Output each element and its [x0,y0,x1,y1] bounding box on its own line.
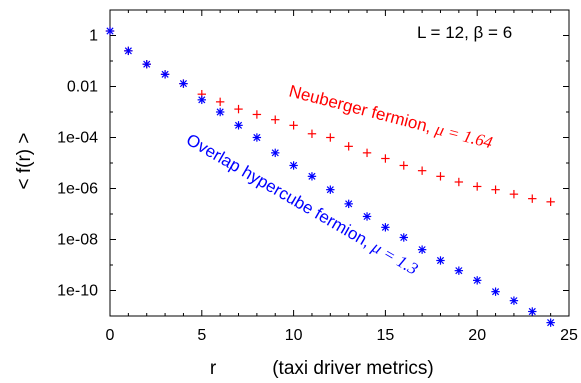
x-tick-label: 10 [285,327,303,344]
data-point [307,129,317,138]
data-point [252,133,262,142]
y-tick-label: 0.01 [67,79,98,96]
data-point [160,70,170,79]
data-point [215,97,225,107]
data-point [509,189,519,199]
data-point [362,148,372,158]
data-point [546,318,555,327]
data-point [436,172,445,181]
y-tick-label: 1e-08 [57,232,98,249]
data-point [289,121,298,130]
x-axis-label-note: (taxi driver metrics) [272,358,434,379]
series-annotation-neuberger: Neuberger fermion, μ = 1.64 [287,81,495,152]
series-0 [105,26,555,207]
series-1 [105,26,555,327]
data-point [417,166,427,175]
data-point [473,276,482,285]
y-axis-ticks: 1 0.01 1e-04 1e-06 1e-08 1e-10 [57,9,569,317]
data-point [546,197,555,207]
plot-frame [109,9,570,317]
y-tick-label: 1e-04 [57,130,98,147]
data-point [124,46,133,56]
data-point [105,26,115,36]
x-tick-label: 25 [560,327,578,344]
data-point [528,307,537,316]
annotation-neuberger-prefix: Neuberger fermion, [287,81,438,137]
data-point [528,194,537,203]
legend-text: L = 12, β = 6 [417,23,512,42]
data-point [307,172,317,181]
x-tick-label: 5 [197,327,206,344]
data-point [399,161,408,170]
annotation-overlap-mu: μ = 1.3 [368,237,421,279]
data-point [473,182,482,191]
data-point [142,59,151,69]
data-point [197,95,206,105]
x-axis-ticks: 0 5 10 15 20 25 [106,10,578,344]
data-point [491,287,500,296]
data-point [417,245,427,254]
data-point [454,177,464,187]
data-point [252,110,262,119]
data-point [326,185,335,194]
series-group [105,26,555,327]
x-tick-label: 15 [377,327,395,344]
data-point [271,115,280,124]
data-point [234,104,243,114]
annotation-neuberger-mu: μ = 1.64 [432,119,495,152]
series-annotation-overlap: Overlap hypercube fermion, μ = 1.3 [183,130,421,279]
data-point [179,79,188,88]
data-point [344,142,353,151]
data-point [491,185,500,194]
y-tick-label: 1e-06 [57,181,98,198]
x-axis-label: r [210,358,217,379]
x-tick-label: 20 [468,327,486,344]
y-tick-label: 1e-10 [57,283,98,300]
data-point [271,148,280,158]
data-point [454,266,464,275]
data-point [381,154,390,163]
data-point [344,199,353,209]
data-point [215,107,225,117]
y-axis-label: < f(r) > [14,132,35,189]
data-point [289,161,298,170]
data-point [362,212,372,221]
y-tick-label: 1 [89,28,98,45]
data-point [326,133,335,142]
x-tick-label: 0 [106,327,115,344]
data-point [399,233,408,242]
data-point [436,256,445,265]
data-point [234,121,243,130]
data-point [509,296,519,305]
data-point [381,223,390,232]
